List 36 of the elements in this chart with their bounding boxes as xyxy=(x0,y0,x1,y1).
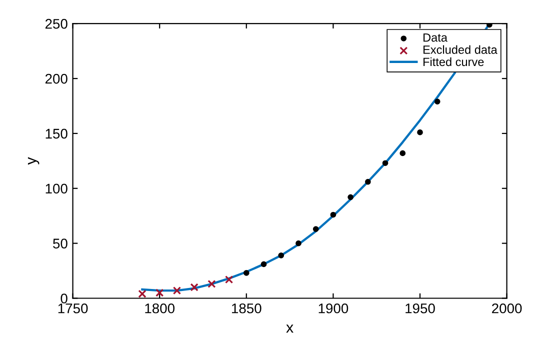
point xyxy=(312,226,319,232)
point xyxy=(417,129,423,136)
x-tick-label: 1800 xyxy=(145,303,175,314)
point xyxy=(330,212,336,218)
point xyxy=(296,240,302,246)
point xyxy=(382,160,388,166)
point xyxy=(172,286,182,295)
y-axis-title: y xyxy=(28,157,40,165)
y-tick-label: 100 xyxy=(46,184,68,194)
x-tick-label: 1950 xyxy=(406,303,435,314)
point xyxy=(400,150,406,156)
point xyxy=(278,252,284,258)
point xyxy=(365,178,371,185)
x-tick-label: 1850 xyxy=(232,303,262,314)
point xyxy=(208,280,216,288)
y-tick-label: 0 xyxy=(60,294,68,304)
point xyxy=(260,261,267,268)
legend-label: Fitted curve xyxy=(424,57,484,66)
y-tick-label: 150 xyxy=(46,128,68,139)
y-tick-label: 50 xyxy=(53,238,68,248)
y-tick-label: 250 xyxy=(45,18,68,29)
point xyxy=(156,288,164,297)
point xyxy=(486,24,492,28)
point xyxy=(190,283,198,292)
x-tick-label: 1900 xyxy=(318,303,348,314)
point xyxy=(348,194,354,200)
point xyxy=(243,270,250,276)
legend-label: Data xyxy=(424,33,448,42)
point xyxy=(224,275,234,284)
x-tick-label: 2000 xyxy=(492,303,522,314)
point xyxy=(434,98,440,105)
legend-label: Excluded data xyxy=(424,45,498,54)
x-tick-label: 1750 xyxy=(58,303,88,314)
y-tick-label: 200 xyxy=(45,74,68,84)
x-axis-title: x xyxy=(286,324,294,333)
point xyxy=(138,290,146,298)
